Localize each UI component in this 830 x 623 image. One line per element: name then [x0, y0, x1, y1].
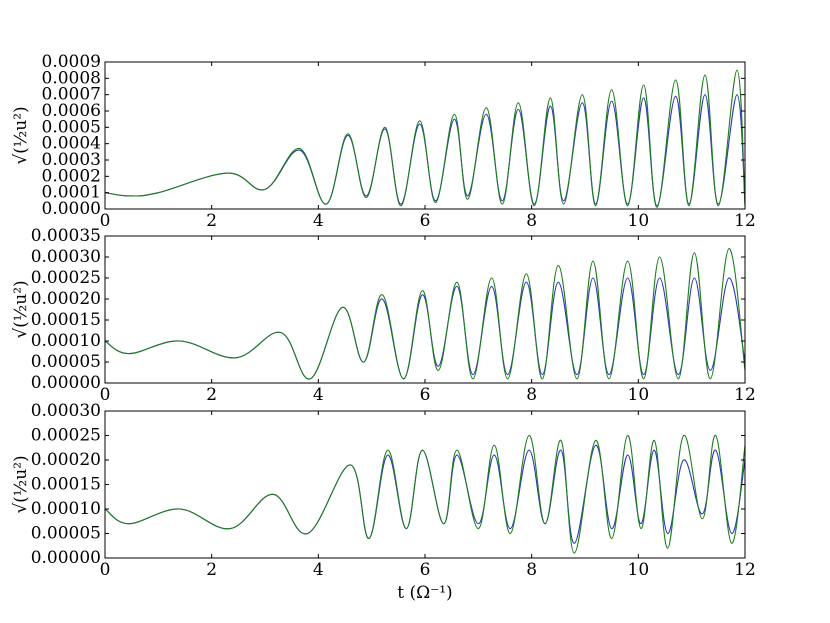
x-tick-label: 0	[100, 211, 111, 231]
y-tick-label: 0.0003	[42, 150, 101, 170]
x-tick-label: 4	[313, 385, 324, 405]
y-tick-label: 0.0000	[42, 199, 101, 219]
x-tick-label: 2	[206, 385, 217, 405]
series-line-2	[105, 434, 745, 554]
x-tick-label: 12	[734, 211, 756, 231]
x-tick-label: 10	[628, 560, 650, 580]
y-tick-label: 0.0002	[42, 166, 101, 186]
series-line-1	[105, 94, 745, 207]
y-tick-label: 0.0008	[42, 68, 101, 88]
x-tick-label: 0	[100, 560, 111, 580]
y-tick-label: 0.0004	[42, 134, 101, 154]
y-axis-label: √(½u²)	[11, 106, 31, 164]
x-tick-label: 8	[526, 560, 537, 580]
chart-panel-1: 0 2 4 6 8 10 120.00000.00010.00020.00030.00040…	[11, 52, 756, 231]
x-axis-label: t (Ω⁻¹)	[397, 583, 452, 603]
x-tick-label: 0	[100, 385, 111, 405]
x-tick-label: 2	[206, 211, 217, 231]
x-tick-label: 10	[628, 211, 650, 231]
chart-panel-2: 0 2 4 6 8 10 120.000000.000050.000100.000150.0…	[11, 226, 756, 405]
y-tick-label: 0.00035	[31, 226, 101, 246]
y-tick-label: 0.00030	[31, 247, 101, 267]
y-tick-label: 0.00005	[31, 352, 101, 372]
x-tick-label: 12	[734, 560, 756, 580]
y-tick-label: 0.0006	[42, 101, 101, 121]
series-line-1	[105, 277, 745, 380]
y-tick-label: 0.00000	[31, 373, 101, 393]
plot-frame	[104, 410, 746, 559]
y-tick-label: 0.0009	[42, 52, 101, 72]
plot-frame	[104, 235, 746, 384]
x-tick-label: 6	[420, 211, 431, 231]
y-tick-label: 0.00025	[31, 426, 101, 446]
series-line-2	[105, 69, 745, 208]
x-tick-label: 4	[313, 560, 324, 580]
y-tick-label: 0.0005	[42, 117, 101, 137]
y-tick-label: 0.00010	[31, 331, 101, 351]
x-tick-label: 8	[526, 385, 537, 405]
y-tick-label: 0.0001	[42, 183, 101, 203]
x-tick-label: 8	[526, 211, 537, 231]
x-tick-label: 12	[734, 385, 756, 405]
y-tick-label: 0.0007	[42, 85, 101, 105]
y-tick-label: 0.00025	[31, 268, 101, 288]
y-tick-label: 0.00020	[31, 450, 101, 470]
x-tick-label: 6	[420, 385, 431, 405]
y-tick-label: 0.00010	[31, 499, 101, 519]
y-tick-label: 0.00015	[31, 475, 101, 495]
y-tick-label: 0.00020	[31, 289, 101, 309]
y-tick-label: 0.00000	[31, 548, 101, 568]
y-axis-label: √(½u²)	[11, 455, 31, 513]
series-line-1	[105, 444, 745, 544]
y-tick-label: 0.00005	[31, 524, 101, 544]
y-axis-label: √(½u²)	[11, 280, 31, 338]
y-tick-label: 0.00030	[31, 401, 101, 421]
x-tick-label: 10	[628, 385, 650, 405]
x-tick-label: 2	[206, 560, 217, 580]
x-tick-label: 4	[313, 211, 324, 231]
y-tick-label: 0.00015	[31, 310, 101, 330]
series-line-2	[105, 248, 745, 380]
x-tick-label: 6	[420, 560, 431, 580]
chart-panel-3: 0 2 4 6 8 10 12 0.00000 0.00005 0.00010 0.00015 0.0…	[11, 401, 756, 603]
